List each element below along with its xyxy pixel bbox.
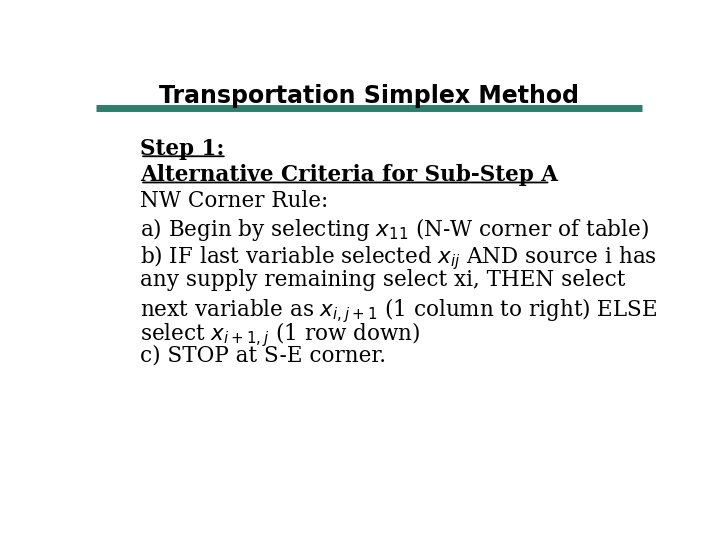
Text: select $x_{i+1,j}$ (1 row down): select $x_{i+1,j}$ (1 row down) <box>140 321 420 349</box>
Text: any supply remaining select xi, THEN select: any supply remaining select xi, THEN sel… <box>140 269 626 292</box>
Text: Alternative Criteria for Sub-Step A: Alternative Criteria for Sub-Step A <box>140 164 558 186</box>
Text: a) Begin by selecting $x_{11}$ (N-W corner of table): a) Begin by selecting $x_{11}$ (N-W corn… <box>140 216 649 243</box>
Text: Step 1:: Step 1: <box>140 138 225 159</box>
Text: Transportation Simplex Method: Transportation Simplex Method <box>159 84 579 107</box>
Text: c) STOP at S-E corner.: c) STOP at S-E corner. <box>140 344 386 366</box>
Text: next variable as $x_{i,j+1}$ (1 column to right) ELSE: next variable as $x_{i,j+1}$ (1 column t… <box>140 296 658 325</box>
Text: NW Corner Rule:: NW Corner Rule: <box>140 190 328 212</box>
Text: b) IF last variable selected $x_{ij}$ AND source i has: b) IF last variable selected $x_{ij}$ AN… <box>140 243 657 272</box>
